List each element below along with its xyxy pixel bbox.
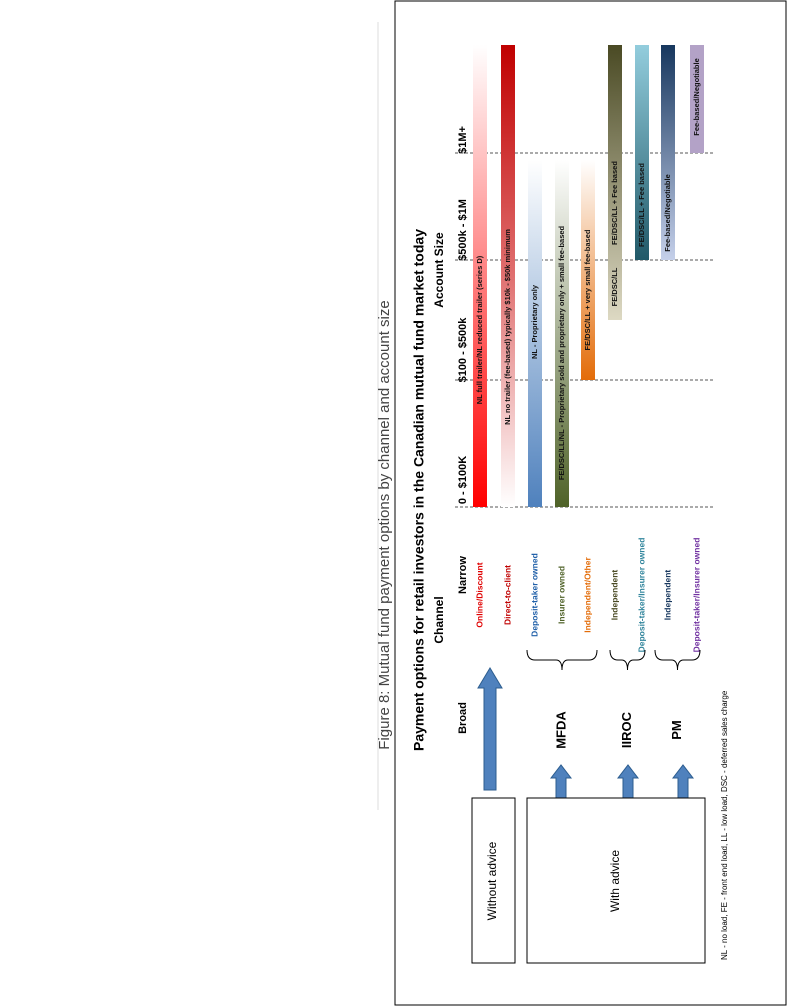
regulator-label: MFDA — [553, 711, 568, 749]
channel-label: Independent — [609, 570, 619, 621]
size-column-label: $1M+ — [457, 126, 469, 154]
option-bar — [581, 160, 595, 380]
brace — [526, 649, 598, 671]
rotated-figure: Figure 8: Mutual fund payment options by… — [376, 0, 787, 1006]
channel-label: Insurer owned — [556, 566, 566, 624]
channel-label: Deposit-taker owned — [529, 553, 539, 637]
option-label: FE/DSC/LL + very small fee-based — [583, 229, 592, 350]
size-column-label: $100 - $500k — [457, 317, 469, 383]
option-label: FE/DSC/LL + Fee based — [637, 163, 646, 247]
box-label: With advice — [608, 850, 622, 912]
option-label: NL full trailer/NL reduced trailer (seri… — [475, 255, 484, 404]
box — [526, 797, 706, 964]
option-label: FE/DSC/LL — [610, 267, 619, 306]
arrow — [477, 667, 503, 791]
option-label: NL no trailer (fee-based) typically $10k… — [503, 229, 512, 425]
size-column-label: $500k - $1M — [457, 199, 469, 261]
channel-label: Online/Discount — [474, 562, 484, 627]
narrow-label: Narrow — [457, 556, 469, 594]
option-bar — [635, 45, 649, 260]
option-bar — [473, 45, 487, 507]
account-size-heading: Account Size — [432, 232, 446, 308]
option-bar — [661, 45, 675, 260]
brace — [654, 649, 701, 671]
option-label: Fee-based/Negotiable — [692, 58, 701, 136]
option-label: Fee-based/Negotiable — [663, 174, 672, 252]
option-bar — [555, 160, 569, 507]
channel-label: Deposit-taker/Insurer owned — [691, 538, 701, 653]
option-bar — [608, 45, 622, 320]
option-bar — [690, 45, 704, 153]
box-label: Without advice — [485, 841, 499, 920]
option-label: FE/DSC/LL + Fee based — [610, 161, 619, 245]
channel-label: Deposit-taker/Insurer owned — [636, 538, 646, 653]
channel-label: Independent — [662, 570, 672, 621]
channel-label: Direct-to-client — [502, 565, 512, 625]
option-bar — [528, 160, 542, 507]
option-bar — [501, 45, 515, 507]
size-column-label: 0 - $100K — [457, 456, 469, 504]
regulator-label: IIROC — [619, 711, 634, 748]
channel-label: Independent/Other — [582, 557, 592, 633]
box — [471, 797, 516, 964]
footnote: NL - no load, FE - front end load, LL - … — [720, 690, 729, 960]
channel-heading: Channel — [432, 596, 446, 643]
figure-caption: Figure 8: Mutual fund payment options by… — [376, 300, 393, 749]
regulator-label: PM — [669, 720, 684, 740]
option-label: NL - Proprietary only — [530, 284, 539, 359]
title: Payment options for retail investors in … — [411, 229, 427, 751]
broad-label: Broad — [457, 702, 469, 734]
option-label: FE/DSC/LL/NL - Proprietary sold and prop… — [557, 225, 566, 480]
brace — [609, 649, 646, 671]
